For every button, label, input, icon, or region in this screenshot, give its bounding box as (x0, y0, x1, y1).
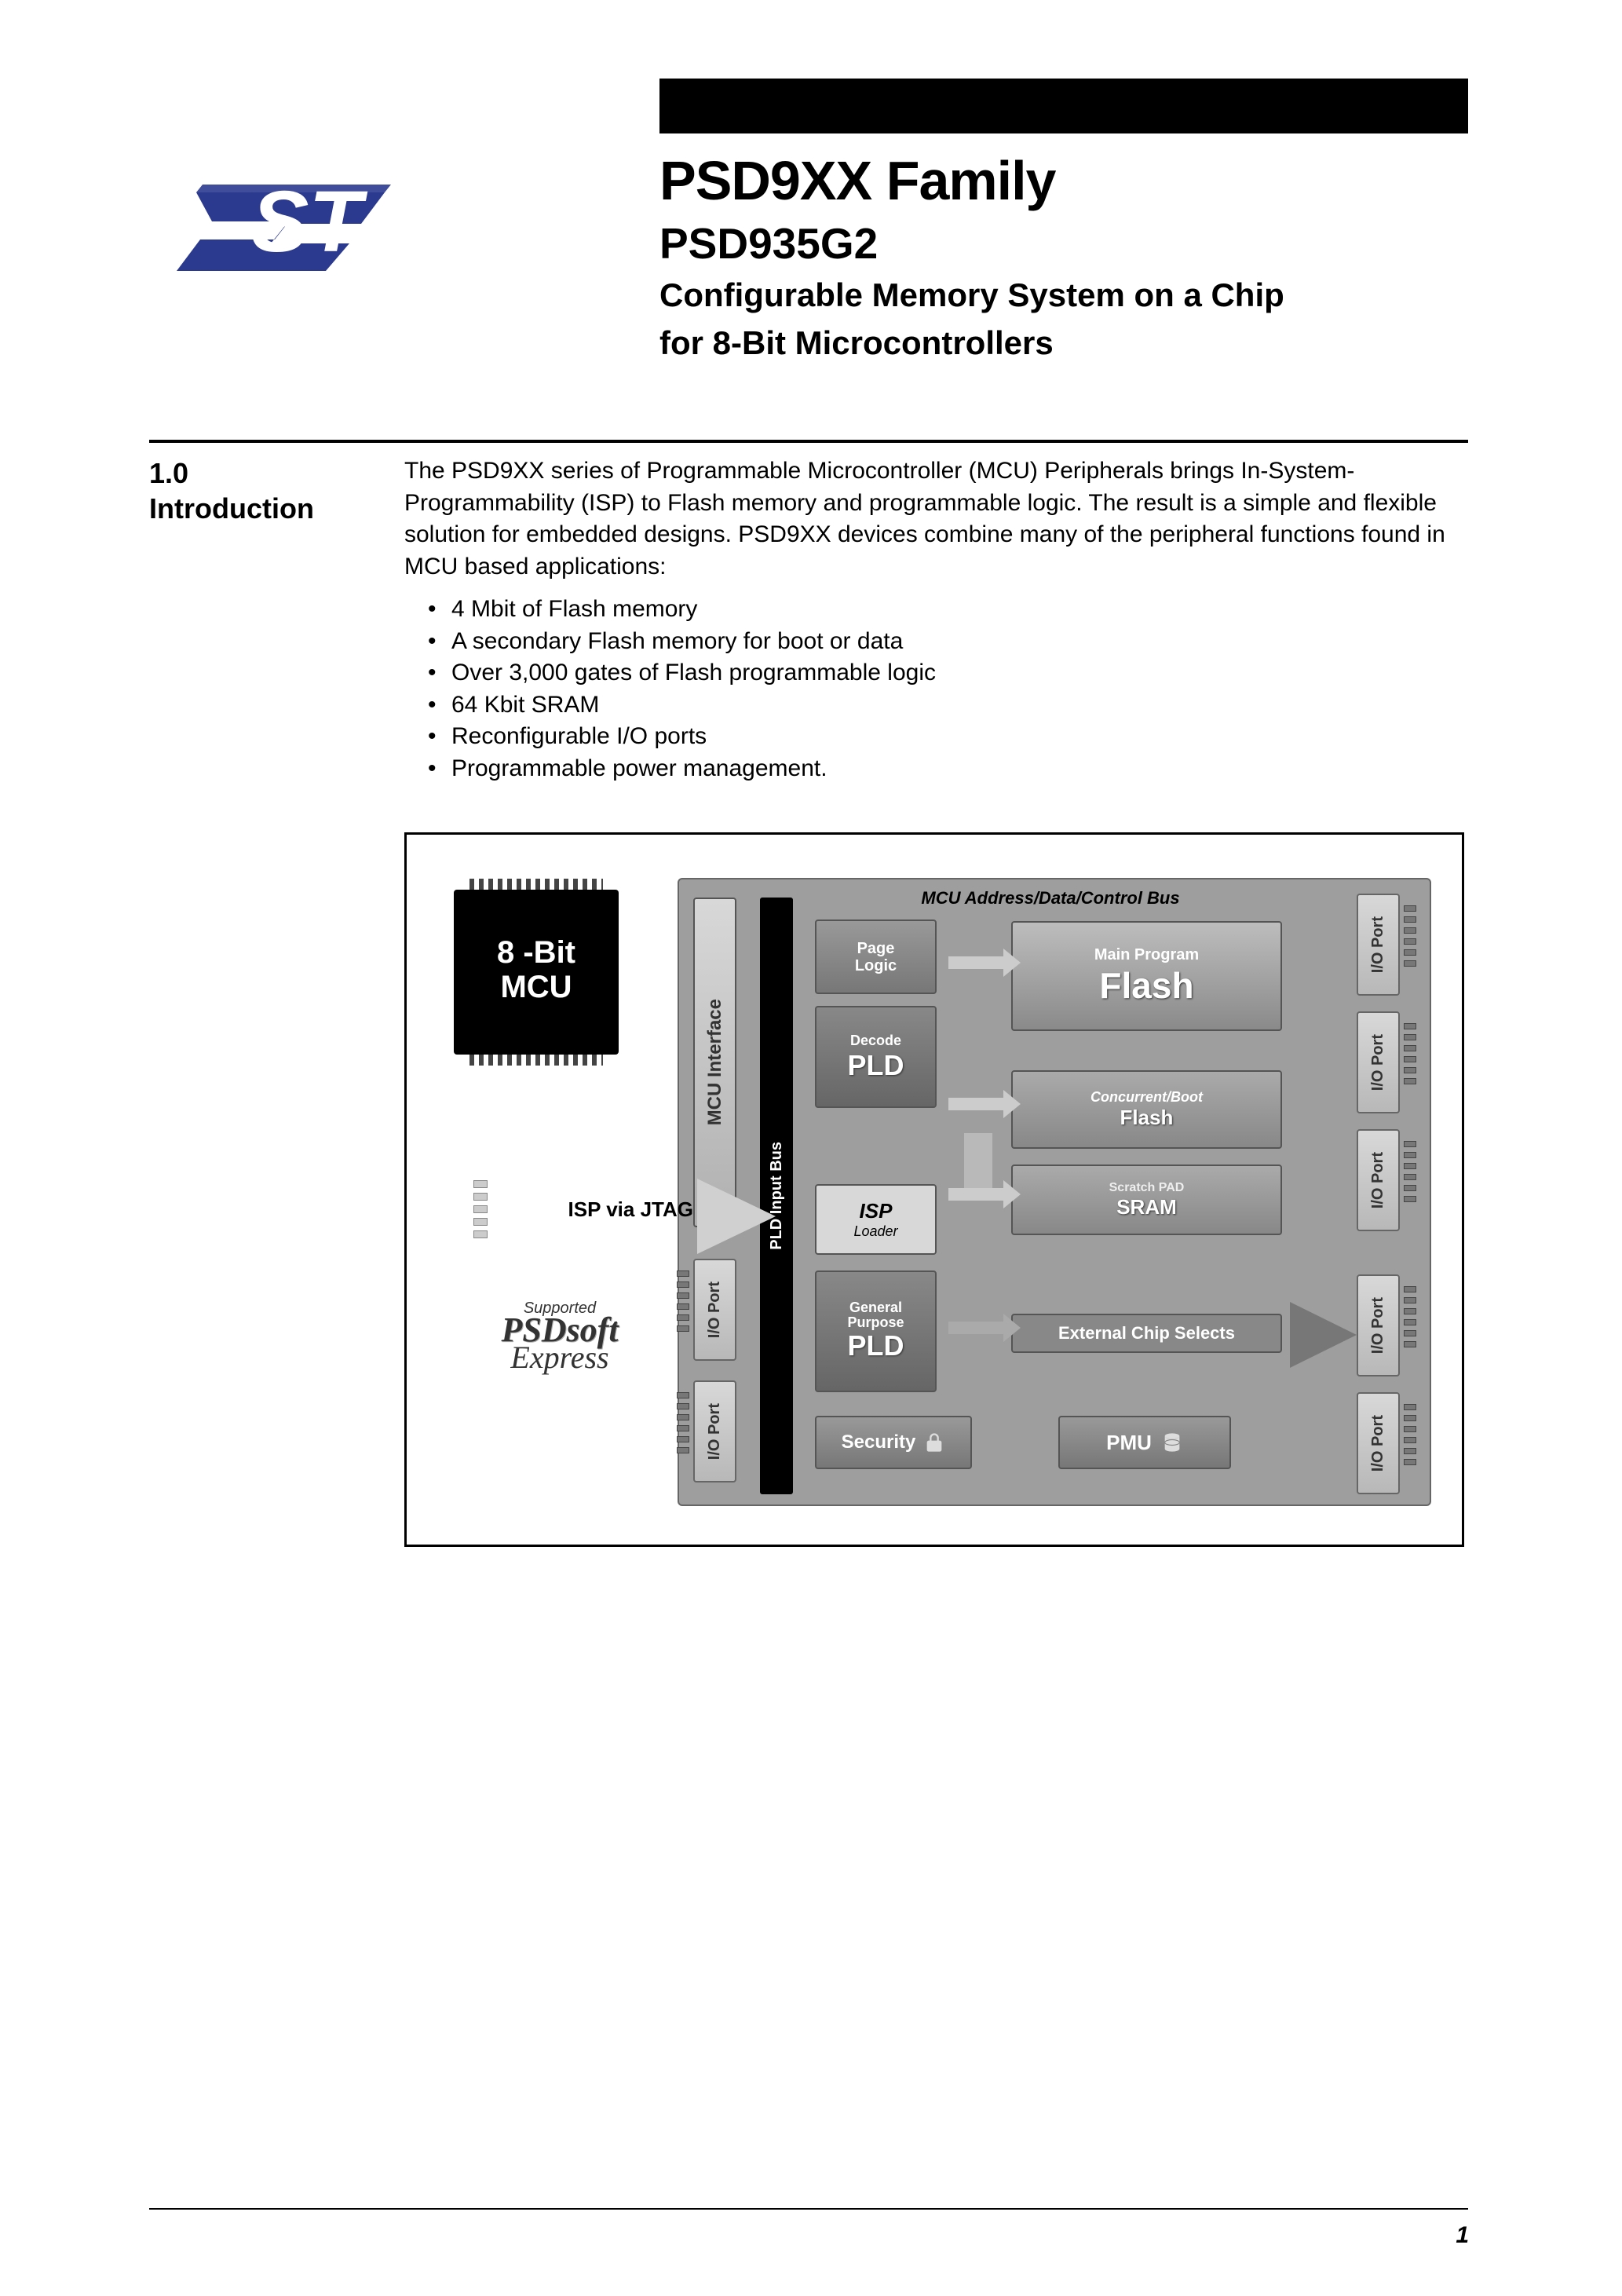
section-number: 1.0 (149, 455, 353, 491)
page-number: 1 (1456, 2222, 1469, 2249)
isp-jtag-label: ISP via JTAG (497, 1197, 693, 1222)
mcu-chip-icon: 8 -BitMCU (454, 890, 619, 1055)
security-label: Security (842, 1431, 916, 1453)
io-port-block: I/O Port (1357, 894, 1400, 996)
io-port-block: I/O Port (693, 1380, 736, 1483)
feature-list: 4 Mbit of Flash memory A secondary Flash… (404, 594, 1464, 784)
jtag-arrow-icon (697, 1179, 776, 1254)
ext-cs-label: External Chip Selects (1058, 1323, 1235, 1344)
jtag-pins-icon (473, 1180, 488, 1238)
sram-block: Scratch PAD SRAM (1011, 1164, 1282, 1235)
section-heading: 1.0 Introduction (149, 455, 353, 526)
io-pins-icon (1404, 1023, 1416, 1084)
mcu-chip-label: 8 -BitMCU (454, 890, 619, 1004)
arrow-icon (948, 1322, 1003, 1334)
title-block: PSD9XX Family PSD935G2 Configurable Memo… (659, 149, 1460, 364)
part-number: PSD935G2 (659, 218, 1460, 269)
security-block: Security (815, 1416, 972, 1469)
feature-item: 4 Mbit of Flash memory (451, 594, 1464, 626)
io-pins-icon (1404, 1141, 1416, 1202)
bus-label: MCU Address/Data/Control Bus (823, 888, 1278, 909)
header-black-bar (659, 79, 1468, 133)
footer-rule (149, 2208, 1468, 2210)
external-chip-selects-block: External Chip Selects (1011, 1314, 1282, 1353)
pmu-label: PMU (1106, 1431, 1152, 1455)
feature-item: Reconfigurable I/O ports (451, 721, 1464, 753)
horizontal-rule (149, 440, 1468, 443)
io-port-block: I/O Port (1357, 1011, 1400, 1113)
intro-paragraph: The PSD9XX series of Programmable Microc… (404, 455, 1464, 583)
io-port-block: I/O Port (693, 1259, 736, 1361)
subtitle-line1: Configurable Memory System on a Chip (659, 275, 1460, 316)
general-purpose-pld-block: General Purpose PLD (815, 1270, 937, 1392)
database-icon (1161, 1431, 1183, 1453)
boot-flash-block: Concurrent/Boot Flash (1011, 1070, 1282, 1149)
pmu-block: PMU (1058, 1416, 1231, 1469)
page-logic-block: Page Logic (815, 919, 937, 994)
feature-item: Over 3,000 gates of Flash programmable l… (451, 657, 1464, 689)
arrow-connector (964, 1133, 992, 1188)
subtitle-line2: for 8-Bit Microcontrollers (659, 323, 1460, 364)
io-port-block: I/O Port (1357, 1129, 1400, 1231)
main-flash-block: Main Program Flash (1011, 921, 1282, 1031)
family-title: PSD9XX Family (659, 149, 1460, 212)
decode-pld-block: Decode PLD (815, 1006, 937, 1108)
mcu-interface-label: MCU Interface (704, 999, 726, 1125)
io-pins-icon (1404, 1286, 1416, 1347)
svg-text:ST: ST (251, 174, 367, 270)
block-diagram-figure: 8 -BitMCU MCU Interface PLD Input Bus MC… (404, 832, 1464, 1547)
io-port-block: I/O Port (1357, 1274, 1400, 1377)
arrow-icon (948, 1188, 1003, 1201)
isp-loader-block: ISP Loader (815, 1184, 937, 1255)
feature-item: Programmable power management. (451, 753, 1464, 785)
io-port-block: I/O Port (1357, 1392, 1400, 1494)
arrow-icon (948, 1098, 1003, 1110)
st-logo: ST (157, 165, 424, 283)
io-pins-icon (677, 1392, 689, 1453)
io-pins-icon (1404, 905, 1416, 967)
intro-paragraph-block: The PSD9XX series of Programmable Microc… (404, 455, 1464, 784)
io-pins-icon (677, 1270, 689, 1332)
feature-item: 64 Kbit SRAM (451, 689, 1464, 722)
io-pins-icon (1404, 1404, 1416, 1465)
psdsoft-sub: Express (469, 1344, 650, 1371)
arrow-icon (948, 956, 1003, 969)
psdsoft-logo: Supported PSDsoft Express (469, 1302, 650, 1371)
lock-icon (923, 1431, 945, 1453)
ext-cs-arrow-icon (1290, 1302, 1357, 1368)
section-title: Introduction (149, 491, 353, 526)
feature-item: A secondary Flash memory for boot or dat… (451, 626, 1464, 658)
mcu-interface-block: MCU Interface (693, 898, 736, 1227)
